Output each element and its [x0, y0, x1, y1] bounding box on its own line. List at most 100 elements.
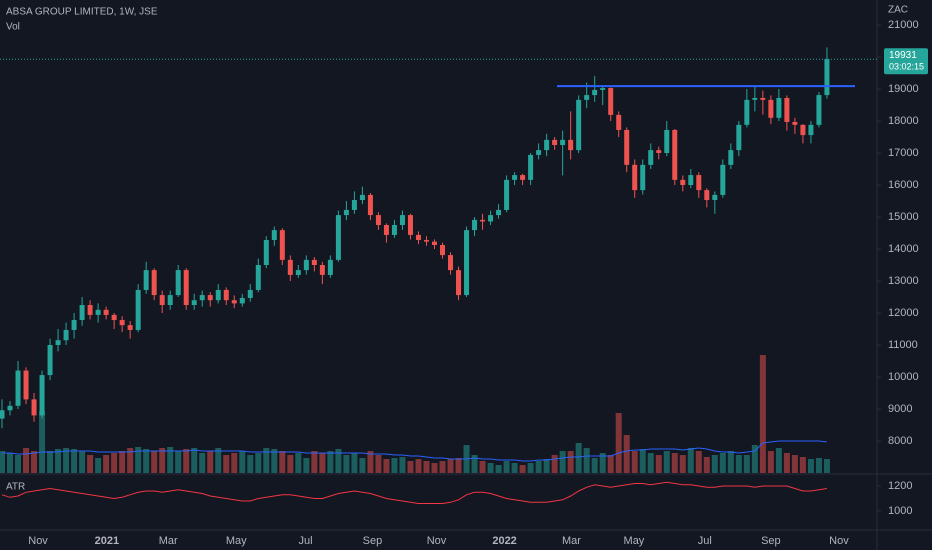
candle-body: [672, 129, 678, 180]
volume-bar: [455, 458, 462, 473]
volume-bar: [31, 451, 38, 473]
candle-body: [39, 375, 45, 416]
volume-bar: [519, 465, 526, 473]
volume-bar: [127, 448, 134, 473]
candle-body: [303, 259, 309, 271]
candle-body: [544, 139, 550, 151]
candle-body: [752, 97, 758, 100]
candle-body: [0, 410, 5, 419]
volume-bar: [63, 448, 70, 473]
x-tick-label: Nov: [28, 535, 48, 547]
candle-body: [127, 325, 133, 330]
candle-body: [391, 224, 397, 235]
volume-bar: [495, 465, 502, 473]
y-tick-label: 8000: [888, 435, 912, 447]
volume-bar: [415, 459, 422, 473]
candle-body: [688, 175, 694, 185]
volume-bar: [407, 461, 414, 473]
volume-bar: [751, 445, 758, 473]
candle-body: [159, 295, 165, 305]
volume-bar: [791, 455, 798, 473]
candle-body: [528, 154, 534, 180]
volume-bar: [783, 453, 790, 473]
x-tick-label: Mar: [562, 535, 581, 547]
volume-bar: [775, 448, 782, 473]
candle-body: [231, 300, 237, 304]
volume-bar: [631, 451, 638, 473]
volume-bar: [0, 451, 6, 473]
candle-body: [656, 150, 662, 153]
y-tick-label: 14000: [888, 243, 919, 255]
last-price-box: [884, 48, 928, 75]
volume-bar: [71, 449, 78, 473]
candle-body: [792, 121, 798, 125]
volume-bar: [799, 457, 806, 473]
y-tick-label: 17000: [888, 147, 919, 159]
volume-bar: [247, 455, 254, 473]
candle-body: [15, 370, 21, 406]
volume-bar: [567, 451, 574, 473]
volume-bar: [391, 458, 398, 473]
volume-bar: [559, 451, 566, 473]
candle-body: [191, 300, 197, 305]
chart-title[interactable]: ABSA GROUP LIMITED, 1W, JSE: [6, 7, 158, 18]
candle-body: [808, 124, 814, 136]
candle-body: [183, 270, 189, 305]
x-tick-label: Jul: [698, 535, 712, 547]
volume-bar: [647, 453, 654, 473]
candle-body: [167, 295, 173, 305]
candle-body: [215, 289, 221, 301]
candle-body: [600, 88, 606, 90]
candle-body: [279, 230, 285, 260]
volume-bar: [575, 443, 582, 473]
volume-bar: [759, 355, 766, 473]
candle-body: [696, 175, 702, 191]
candle-body: [55, 340, 61, 345]
candle-body: [359, 194, 365, 201]
candle-body: [512, 175, 518, 180]
y-tick-label: 16000: [888, 179, 919, 191]
candle-body: [367, 194, 373, 216]
y-tick-label: 19000: [888, 83, 919, 95]
volume-bar: [7, 453, 14, 473]
candle-body: [31, 399, 37, 416]
candle-body: [480, 219, 486, 222]
volume-bar: [151, 451, 158, 473]
volume-bar: [423, 461, 430, 473]
volume-bar: [367, 451, 374, 473]
candle-body: [47, 344, 53, 376]
candle-body: [223, 289, 229, 301]
candle-body: [640, 164, 646, 191]
candle-body: [504, 179, 510, 210]
candle-body: [800, 124, 806, 136]
volume-bar: [447, 459, 454, 473]
volume-bar: [135, 447, 142, 473]
candle-body: [592, 89, 598, 96]
candle-body: [199, 295, 205, 301]
volume-bar: [695, 451, 702, 473]
candle-body: [319, 264, 325, 275]
candle-body: [335, 215, 341, 260]
candle-body: [79, 304, 85, 321]
volume-bar: [199, 453, 206, 473]
candle-body: [584, 95, 590, 100]
volume-bar: [47, 451, 54, 473]
candle-body: [536, 150, 542, 155]
volume-bar: [375, 455, 382, 473]
volume-bar: [279, 451, 286, 473]
volume-bar: [159, 448, 166, 473]
volume-bar: [207, 451, 214, 473]
volume-bar: [119, 451, 126, 473]
volume-bar: [223, 455, 230, 473]
candle-body: [311, 259, 317, 265]
volume-ma-line: [2, 440, 827, 462]
candle-body: [135, 289, 141, 330]
volume-bar: [471, 455, 478, 473]
x-tick-label: Sep: [761, 535, 781, 547]
x-tick-label: 2022: [492, 535, 516, 547]
volume-label[interactable]: Vol: [6, 22, 20, 33]
volume-bar: [687, 448, 694, 473]
volume-bar: [807, 459, 814, 473]
atr-label[interactable]: ATR: [6, 482, 25, 493]
